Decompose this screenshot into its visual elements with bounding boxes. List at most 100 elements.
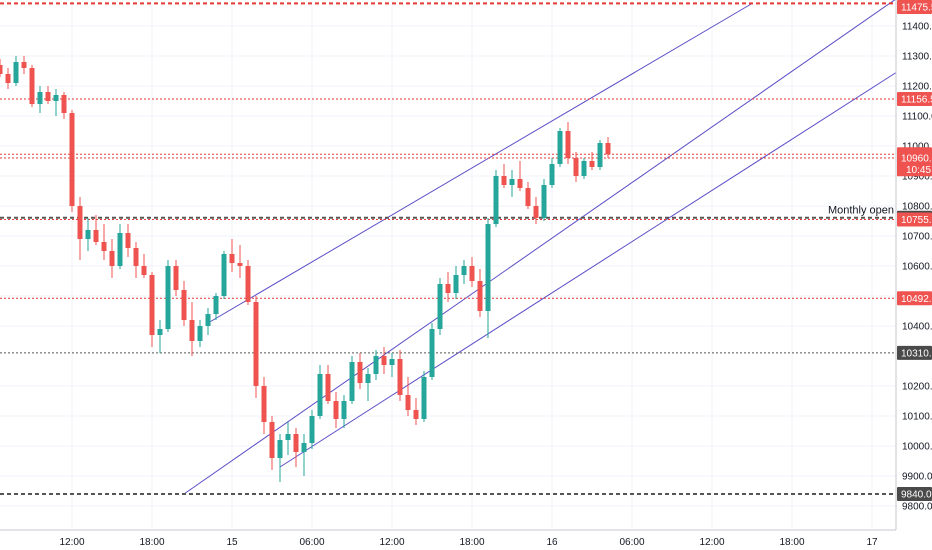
candle-body [269, 422, 275, 458]
channel-line[interactable] [183, 0, 896, 495]
price-tag-text: 10755.0 [901, 215, 932, 226]
time-tick-label: 16 [546, 537, 558, 548]
candle-body [205, 314, 211, 326]
price-tag-text: 11475.5 [901, 3, 932, 14]
price-tick-label: 11400.0 [902, 22, 932, 33]
time-tick-label: 15 [226, 537, 238, 548]
time-tick-label: 18:00 [779, 537, 804, 548]
candle-body [445, 284, 451, 293]
candle-body [21, 62, 27, 68]
candle-body [165, 266, 171, 329]
price-tags: 11475.511156.510972.510960.010761.010755… [897, 0, 932, 501]
price-axis-bg [896, 0, 932, 550]
candle-body [317, 374, 323, 416]
price-tick-label: 10000.0 [902, 442, 932, 453]
price-tag-text: 11156.5 [901, 95, 932, 106]
candle-body [501, 176, 507, 185]
candle-body [229, 254, 235, 263]
candle-body [549, 164, 555, 185]
candle-body [197, 326, 203, 341]
candle-body [581, 161, 587, 176]
price-tag-text: 10310.5 [901, 348, 932, 359]
price-tick-label: 11300.0 [902, 52, 932, 63]
candle-body [573, 158, 579, 176]
candle-body [485, 224, 491, 311]
candle-body [213, 296, 219, 314]
candle-body [477, 281, 483, 311]
time-axis[interactable]: 12:00 18:00 15 06:00 12:00 18:00 16 06:00 12:00 1… [0, 529, 896, 550]
candle-body [525, 188, 531, 206]
price-tag-text: 10492.5 [901, 294, 932, 305]
candle-body [45, 92, 51, 101]
candle-body [325, 374, 331, 401]
countdown-text: 10:45 [906, 165, 931, 176]
candle-body [285, 434, 291, 440]
price-tick-label: 9900.0 [902, 472, 932, 483]
candle-body [597, 143, 603, 167]
candle-body [157, 329, 163, 335]
candle-body [365, 374, 371, 383]
candle-body [93, 230, 99, 242]
candle-body [341, 401, 347, 419]
price-tick-label: 11200.0 [902, 82, 932, 93]
price-tag-text: 10960.0 [901, 154, 932, 165]
candle-body [181, 290, 187, 320]
candle-body [605, 143, 611, 155]
candle-body [541, 185, 547, 218]
price-tick-label: 10700.0 [902, 232, 932, 243]
price-tick-label: 10800.0 [902, 202, 932, 213]
price-tick-label: 10200.0 [902, 382, 932, 393]
grid [0, 0, 896, 530]
price-tick-label: 10400.0 [902, 322, 932, 333]
price-tick-label: 11100.0 [902, 112, 932, 123]
candle-body [565, 131, 571, 158]
price-tick-label: 11000.0 [902, 142, 932, 153]
candle-body [77, 206, 83, 239]
time-tick-label: 18:00 [459, 537, 484, 548]
candle-body [421, 377, 427, 419]
candle-body [301, 443, 307, 452]
candle-body [589, 161, 595, 167]
candle-body [53, 95, 59, 101]
time-tick-label: 12:00 [379, 537, 404, 548]
candle-body [381, 356, 387, 365]
candle-body [85, 230, 91, 239]
time-tick-label: 17 [866, 537, 878, 548]
candle-body [309, 416, 315, 443]
candle-body [461, 266, 467, 275]
price-tag [897, 92, 932, 107]
candle-body [533, 206, 539, 218]
channel-line[interactable] [279, 47, 932, 468]
price-tick-label: 10900.0 [902, 172, 932, 183]
candle-body [133, 248, 139, 266]
price-tag [897, 212, 932, 227]
horizontal-levels[interactable]: Monthly open [0, 2, 896, 495]
price-axis[interactable]: 9800.0 9900.0 10000.0 10100.0 10200.0 10400.0… [895, 0, 932, 550]
time-tick-label: 12:00 [699, 537, 724, 548]
time-tick-label: 12:00 [59, 537, 84, 548]
price-tag-text: 9840.0 [901, 490, 932, 501]
candle-body [149, 275, 155, 335]
candle-body [557, 131, 563, 164]
candle-body [237, 263, 243, 266]
countdown-tag [897, 162, 932, 177]
candle-body [293, 434, 299, 452]
price-tag [897, 0, 932, 14]
candles [0, 56, 611, 482]
candle-body [125, 233, 131, 248]
parallel-channel[interactable] [183, 0, 932, 495]
candle-body [397, 359, 403, 395]
price-tag [897, 291, 932, 306]
price-tick-label: 10600.0 [902, 262, 932, 273]
price-tag [897, 345, 932, 360]
candle-body [277, 440, 283, 458]
candle-body [221, 254, 227, 296]
candle-body [37, 92, 43, 104]
candle-body [333, 401, 339, 419]
channel-line[interactable] [207, 3, 753, 324]
candle-body [69, 113, 75, 206]
candle-body [0, 65, 3, 74]
candle-body [141, 266, 147, 275]
candle-body [453, 275, 459, 293]
